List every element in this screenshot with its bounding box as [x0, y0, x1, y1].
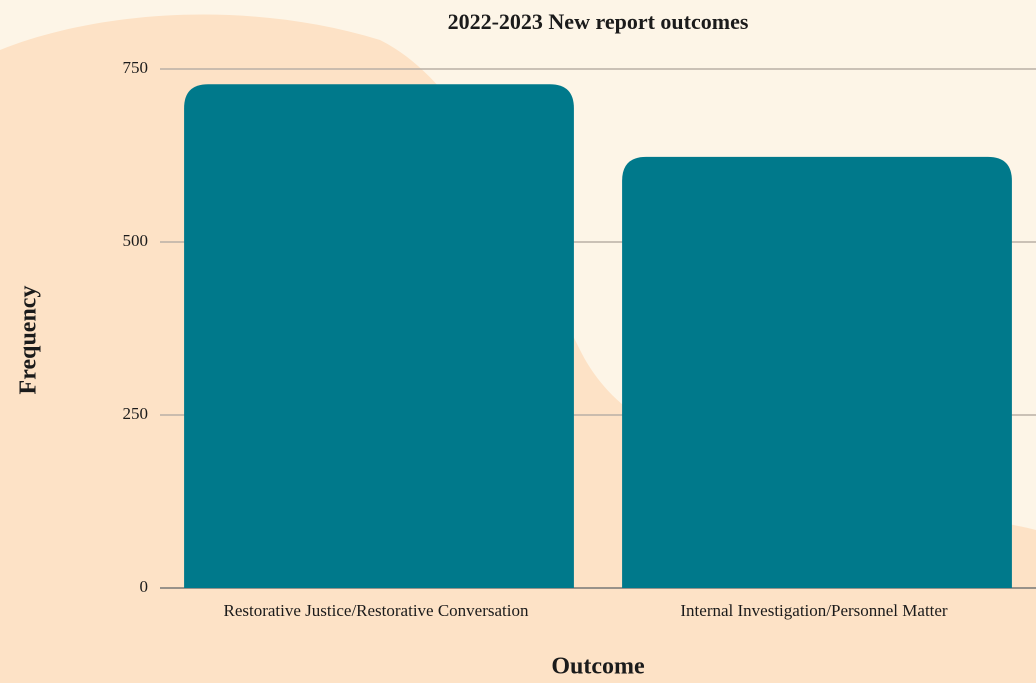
x-tick-label: Restorative Justice/Restorative Conversa…: [224, 601, 529, 620]
bar: [184, 84, 574, 588]
y-tick-label: 750: [123, 58, 149, 77]
x-axis-label: Outcome: [551, 654, 645, 680]
y-tick-label: 0: [140, 577, 149, 596]
x-tick-label: Internal Investigation/Personnel Matter: [680, 601, 948, 620]
y-axis-label: Frequency: [16, 286, 42, 395]
chart-title: 2022-2023 New report outcomes: [448, 9, 749, 34]
bar: [622, 156, 1012, 588]
y-tick-label: 500: [123, 231, 149, 250]
y-tick-label: 250: [123, 404, 149, 423]
